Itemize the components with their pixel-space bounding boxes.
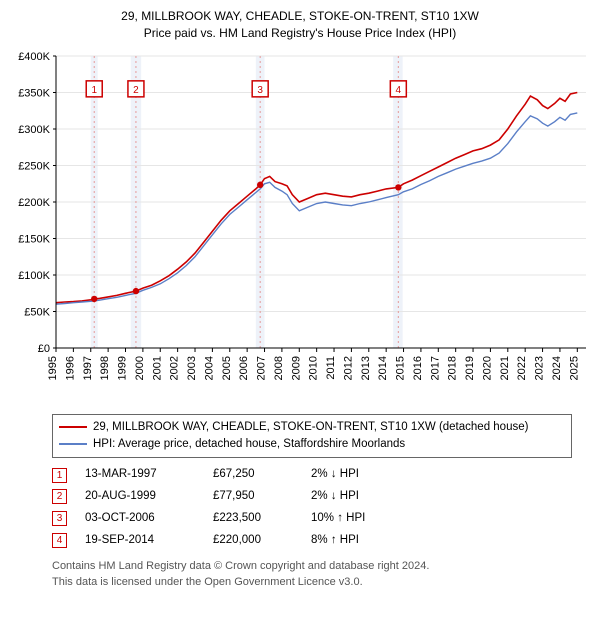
legend: 29, MILLBROOK WAY, CHEADLE, STOKE-ON-TRE…	[52, 414, 572, 459]
sale-price: £77,950	[213, 486, 293, 508]
footer-line-1: Contains HM Land Registry data © Crown c…	[52, 559, 592, 574]
chart-svg: £0 £50K £100K £150K £200K £250K £300K £350K £400…	[8, 48, 592, 408]
svg-text:2004: 2004	[203, 356, 215, 380]
svg-text:1996: 1996	[64, 356, 76, 380]
svg-text:2017: 2017	[429, 356, 441, 380]
sale-date: 13-MAR-1997	[85, 464, 195, 486]
svg-text:2003: 2003	[186, 356, 198, 380]
svg-text:3: 3	[257, 84, 263, 95]
legend-item: 29, MILLBROOK WAY, CHEADLE, STOKE-ON-TRE…	[59, 419, 565, 436]
svg-text:2015: 2015	[395, 356, 407, 380]
svg-text:1999: 1999	[117, 356, 129, 380]
svg-text:2007: 2007	[256, 356, 268, 380]
title-line-2: Price paid vs. HM Land Registry's House …	[8, 25, 592, 42]
sales-table: 1 13-MAR-1997 £67,250 2% ↓ HPI 2 20-AUG-1999 £…	[52, 464, 592, 551]
svg-text:2020: 2020	[481, 356, 493, 380]
svg-text:2022: 2022	[516, 356, 528, 380]
sale-price: £67,250	[213, 464, 293, 486]
svg-text:2014: 2014	[377, 356, 389, 380]
sale-number-badge: 4	[52, 533, 67, 548]
sale-hpi-diff: 8% ↑ HPI	[311, 530, 421, 552]
svg-text:2000: 2000	[134, 356, 146, 380]
price-chart: £0 £50K £100K £150K £200K £250K £300K £350K £400…	[8, 48, 592, 408]
svg-text:2016: 2016	[412, 356, 424, 380]
svg-text:2025: 2025	[568, 356, 580, 380]
sale-date: 03-OCT-2006	[85, 508, 195, 530]
legend-swatch	[59, 426, 87, 428]
sale-number-badge: 2	[52, 489, 67, 504]
sale-row: 2 20-AUG-1999 £77,950 2% ↓ HPI	[52, 486, 592, 508]
legend-label: 29, MILLBROOK WAY, CHEADLE, STOKE-ON-TRE…	[93, 419, 528, 436]
svg-text:£150K: £150K	[18, 233, 50, 245]
sale-number-badge: 3	[52, 511, 67, 526]
sale-price: £220,000	[213, 530, 293, 552]
svg-text:2002: 2002	[169, 356, 181, 380]
svg-text:£300K: £300K	[18, 124, 50, 136]
svg-text:£100K: £100K	[18, 270, 50, 282]
svg-text:£250K: £250K	[18, 160, 50, 172]
svg-text:1998: 1998	[99, 356, 111, 380]
sale-hpi-diff: 2% ↓ HPI	[311, 486, 421, 508]
sale-hpi-diff: 10% ↑ HPI	[311, 508, 421, 530]
svg-text:1: 1	[91, 84, 97, 95]
svg-text:1997: 1997	[82, 356, 94, 380]
svg-text:2019: 2019	[464, 356, 476, 380]
legend-swatch	[59, 443, 87, 445]
legend-label: HPI: Average price, detached house, Staf…	[93, 436, 405, 453]
chart-title: 29, MILLBROOK WAY, CHEADLE, STOKE-ON-TRE…	[8, 8, 592, 42]
svg-text:£0: £0	[38, 343, 50, 355]
svg-text:2001: 2001	[151, 356, 163, 380]
sale-date: 20-AUG-1999	[85, 486, 195, 508]
sale-row: 1 13-MAR-1997 £67,250 2% ↓ HPI	[52, 464, 592, 486]
sale-number-badge: 1	[52, 468, 67, 483]
svg-text:2024: 2024	[551, 356, 563, 380]
svg-text:2018: 2018	[447, 356, 459, 380]
footer-attribution: Contains HM Land Registry data © Crown c…	[52, 559, 592, 590]
sale-price: £223,500	[213, 508, 293, 530]
svg-text:2012: 2012	[342, 356, 354, 380]
svg-text:£50K: £50K	[24, 306, 50, 318]
sale-date: 19-SEP-2014	[85, 530, 195, 552]
svg-text:4: 4	[396, 84, 402, 95]
svg-text:2006: 2006	[238, 356, 250, 380]
svg-text:2021: 2021	[499, 356, 511, 380]
svg-text:2010: 2010	[308, 356, 320, 380]
svg-text:2013: 2013	[360, 356, 372, 380]
footer-line-2: This data is licensed under the Open Gov…	[52, 575, 592, 590]
svg-text:1995: 1995	[47, 356, 59, 380]
svg-text:2: 2	[133, 84, 139, 95]
svg-text:£350K: £350K	[18, 87, 50, 99]
svg-text:2023: 2023	[534, 356, 546, 380]
sale-hpi-diff: 2% ↓ HPI	[311, 464, 421, 486]
svg-text:2011: 2011	[325, 356, 337, 380]
sale-row: 3 03-OCT-2006 £223,500 10% ↑ HPI	[52, 508, 592, 530]
svg-text:2005: 2005	[221, 356, 233, 380]
svg-text:£400K: £400K	[18, 51, 50, 63]
svg-text:£200K: £200K	[18, 197, 50, 209]
legend-item: HPI: Average price, detached house, Staf…	[59, 436, 565, 453]
sale-row: 4 19-SEP-2014 £220,000 8% ↑ HPI	[52, 530, 592, 552]
svg-text:2009: 2009	[290, 356, 302, 380]
svg-text:2008: 2008	[273, 356, 285, 380]
title-line-1: 29, MILLBROOK WAY, CHEADLE, STOKE-ON-TRE…	[8, 8, 592, 25]
